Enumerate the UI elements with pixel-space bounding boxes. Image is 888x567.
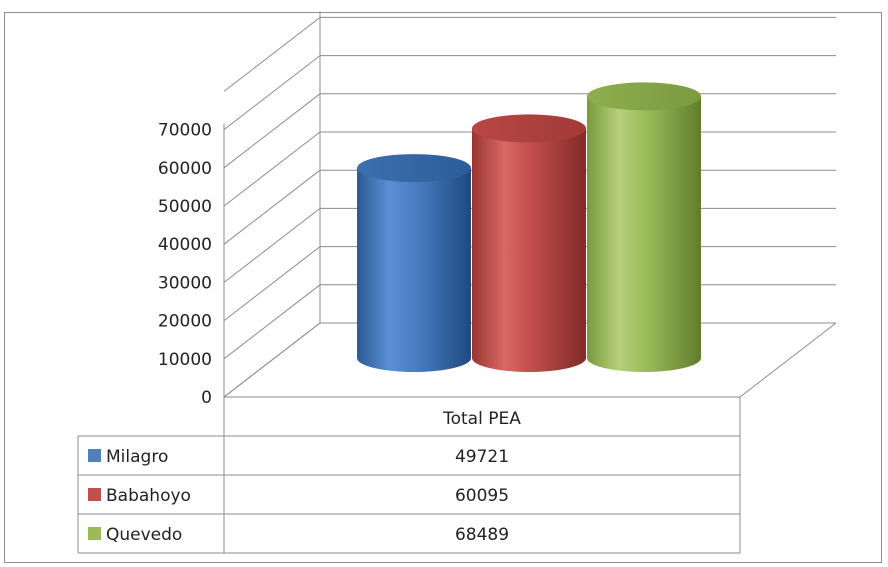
legend-swatch <box>88 488 101 501</box>
gridline-side <box>223 131 321 207</box>
legend-label: Babahoyo <box>106 486 191 506</box>
gridline-side <box>223 284 321 360</box>
y-tick-label: 10000 <box>158 350 212 370</box>
bar-body <box>587 96 701 373</box>
bar-body <box>357 168 471 372</box>
data-value-label: 49721 <box>455 447 509 467</box>
legend-label: Quevedo <box>106 525 182 545</box>
y-tick-label: 0 <box>201 388 212 408</box>
gridline-side <box>223 322 321 398</box>
bar-body <box>472 128 586 372</box>
legend-label: Milagro <box>106 447 168 467</box>
floor-right-edge <box>739 322 837 398</box>
bar-top <box>472 114 586 143</box>
data-table: Total PEA Milagro 49721 Babahoyo 60095 Queved… <box>77 396 741 554</box>
gridline-side <box>223 17 321 92</box>
y-tick-label: 70000 <box>158 121 212 141</box>
category-label: Total PEA <box>442 409 521 429</box>
y-tick-label: 30000 <box>158 273 212 293</box>
gridline-side <box>223 246 321 321</box>
bar-group <box>357 82 701 373</box>
gridline-side <box>223 169 321 245</box>
legend-swatch <box>88 527 101 540</box>
y-tick-label: 60000 <box>158 159 212 179</box>
y-tick-label: 40000 <box>158 235 212 255</box>
bar-quevedo <box>587 82 701 373</box>
data-value-label: 68489 <box>455 525 509 545</box>
bar-top <box>357 154 471 183</box>
y-tick-label: 50000 <box>158 197 212 217</box>
bar-top <box>587 82 701 111</box>
y-axis-ticks: 0 10000 20000 30000 40000 50000 60000 70000 <box>158 121 212 408</box>
gridline-side <box>223 93 321 169</box>
y-tick-label: 20000 <box>158 312 212 332</box>
bar-milagro <box>357 154 471 372</box>
legend-swatch <box>88 449 101 462</box>
chart-frame <box>4 12 882 563</box>
bar-babahoyo <box>472 114 586 372</box>
gridline-side <box>223 208 321 283</box>
data-value-label: 60095 <box>455 486 509 506</box>
gridline-side <box>223 55 321 130</box>
